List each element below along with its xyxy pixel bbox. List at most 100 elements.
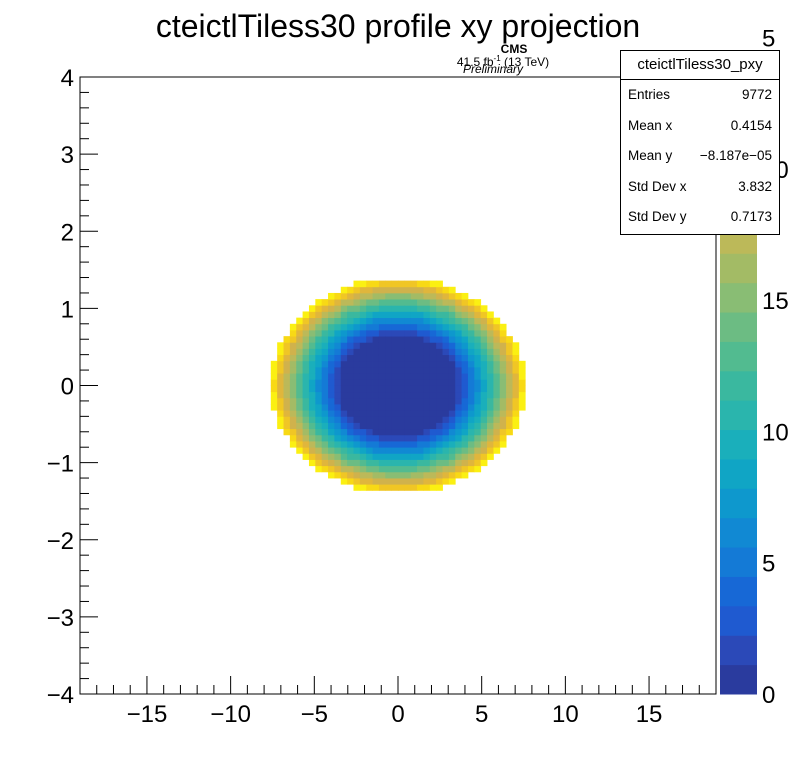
heatmap-cell — [410, 348, 418, 356]
heatmap-cell — [296, 348, 303, 356]
heatmap-cell — [429, 336, 437, 343]
heatmap-cell — [283, 422, 291, 430]
heatmap-cell — [398, 416, 405, 423]
heatmap-cell — [289, 391, 297, 399]
heatmap-cell — [321, 373, 329, 380]
heatmap-cell — [353, 484, 361, 491]
preliminary-label: Preliminary — [463, 62, 524, 76]
heatmap-cell — [398, 447, 405, 454]
heatmap-cell — [315, 453, 323, 460]
heatmap-cell — [436, 379, 443, 386]
stats-row-mean-x: Mean x 0.4154 — [621, 111, 779, 142]
heatmap-cell — [372, 416, 380, 423]
heatmap-cell — [378, 447, 386, 454]
heatmap-cell — [321, 416, 329, 423]
heatmap-cell — [328, 299, 335, 306]
heatmap-cell — [448, 299, 456, 306]
heatmap-cell — [493, 404, 501, 411]
heatmap-cell — [442, 441, 450, 448]
heatmap-cell — [404, 348, 412, 356]
heatmap-cell — [372, 434, 380, 442]
heatmap-cell — [296, 416, 303, 423]
heatmap-cell — [308, 373, 316, 380]
heatmap-cell — [442, 360, 450, 368]
heatmap-cell — [417, 373, 424, 380]
heatmap-cell — [461, 366, 469, 374]
heatmap-cell — [366, 336, 373, 343]
heatmap-cell — [385, 397, 393, 405]
heatmap-cell — [417, 385, 424, 393]
heatmap-cell — [372, 354, 380, 362]
heatmap-cell — [448, 323, 456, 331]
heatmap-cell — [398, 348, 405, 356]
heatmap-cell — [410, 354, 418, 362]
heatmap-cell — [277, 397, 284, 405]
heatmap-cell — [404, 410, 412, 417]
heatmap-cell — [493, 329, 501, 337]
heatmap-cell — [436, 329, 443, 337]
heatmap-cell — [334, 459, 342, 467]
heatmap-cell — [353, 410, 361, 417]
heatmap-cell — [283, 428, 291, 436]
heatmap-cell — [340, 397, 348, 405]
x-axis: −15 −10 −5 0 5 10 15 — [79, 676, 717, 728]
heatmap-cell — [436, 471, 443, 479]
heatmap-cell — [302, 385, 310, 393]
heatmap-cell — [506, 379, 513, 386]
heatmap-cell — [328, 354, 335, 362]
heatmap-cell — [289, 329, 297, 337]
heatmap-cell — [328, 434, 335, 442]
heatmap-cell — [296, 354, 303, 362]
heatmap-cell — [442, 379, 450, 386]
heatmap-cell — [518, 404, 526, 411]
colorbar-segment — [720, 635, 757, 666]
heatmap-cell — [359, 478, 367, 485]
heatmap-cell — [429, 453, 437, 460]
heatmap-cell — [334, 434, 342, 442]
colorbar-segment — [720, 458, 757, 489]
heatmap-cell — [347, 397, 354, 405]
heatmap-cell — [448, 317, 456, 325]
heatmap-cell — [321, 379, 329, 386]
heatmap-cell — [506, 410, 513, 417]
heatmap-cell — [493, 342, 501, 349]
heatmap-cell — [487, 336, 494, 343]
heatmap-cell — [423, 299, 431, 306]
heatmap-cell — [436, 397, 443, 405]
heatmap-cell — [283, 385, 291, 393]
energy-label: (13 TeV) — [501, 55, 549, 69]
heatmap-cell — [302, 422, 310, 430]
heatmap-cell — [296, 422, 303, 430]
heatmap-cell — [315, 391, 323, 399]
heatmap-cell — [417, 342, 424, 349]
heatmap-cell — [353, 348, 361, 356]
heatmap-cell — [340, 323, 348, 331]
heatmap-cell — [334, 373, 342, 380]
heatmap-cell — [378, 410, 386, 417]
heatmap-cell — [302, 373, 310, 380]
heatmap-cell — [385, 465, 393, 473]
heatmap-cell — [442, 348, 450, 356]
heatmap-cell — [385, 299, 393, 306]
heatmap-cell — [340, 286, 348, 294]
heatmap-cell — [347, 348, 354, 356]
heatmap-cell — [480, 422, 488, 430]
heatmap-cell — [270, 404, 278, 411]
heatmap-cell — [461, 292, 469, 300]
stats-value: −8.187e−05 — [699, 148, 772, 163]
heatmap-cell — [417, 379, 424, 386]
heatmap-cell — [378, 373, 386, 380]
heatmap-cell — [442, 286, 450, 294]
heatmap-cell — [442, 416, 450, 423]
heatmap-cell — [480, 441, 488, 448]
heatmap-cell — [429, 299, 437, 306]
heatmap-cell — [455, 428, 462, 436]
heatmap-cell — [378, 484, 386, 491]
heatmap-cell — [359, 428, 367, 436]
heatmap-cell — [391, 410, 399, 417]
heatmap-cell — [518, 379, 526, 386]
heatmap-cell — [334, 323, 342, 331]
heatmap-cell — [480, 410, 488, 417]
heatmap-cell — [296, 373, 303, 380]
heatmap-cell — [328, 366, 335, 374]
